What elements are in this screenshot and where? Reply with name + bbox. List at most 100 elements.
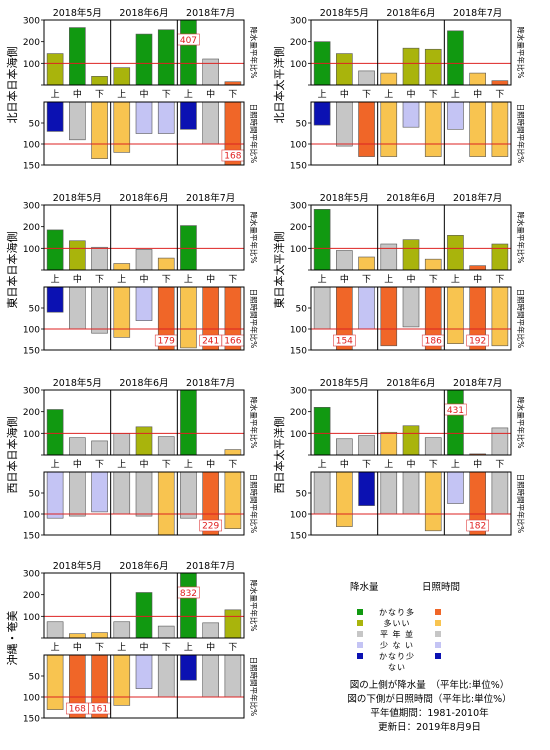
precip-axis-label: 降水量平年比% bbox=[516, 211, 526, 263]
precip-bar bbox=[180, 389, 197, 456]
month-label: 2018年7月 bbox=[453, 377, 502, 389]
sun-value-box bbox=[466, 334, 489, 347]
sun-tick-label: 150 bbox=[23, 162, 40, 172]
month-label: 2018年5月 bbox=[53, 560, 102, 572]
precip-bar bbox=[113, 263, 131, 271]
sun-bar bbox=[380, 471, 398, 515]
sun-bar bbox=[313, 286, 331, 330]
sun-bar bbox=[69, 286, 86, 330]
month-label: 2018年5月 bbox=[320, 7, 369, 19]
category-label: 上 bbox=[451, 459, 460, 470]
category-label: 中 bbox=[340, 88, 349, 100]
sun-bar bbox=[46, 286, 64, 313]
sun-bar bbox=[91, 286, 108, 334]
month-label: 2018年7月 bbox=[186, 192, 235, 204]
sun-bar bbox=[447, 471, 464, 504]
category-label: 中 bbox=[73, 458, 82, 470]
sun-bar bbox=[113, 654, 131, 706]
precip-tick-label: 100 bbox=[23, 613, 40, 623]
precip-bar bbox=[157, 257, 175, 271]
sun-value-label: 186 bbox=[425, 337, 442, 347]
precip-bar bbox=[336, 438, 353, 456]
sun-axis-label: 日照時間平年比% bbox=[516, 289, 526, 349]
sun-frame bbox=[43, 286, 245, 351]
precip-bar bbox=[113, 433, 131, 456]
sun-tick-label: 100 bbox=[23, 511, 40, 521]
month-label: 2018年7月 bbox=[186, 560, 235, 572]
sun-tick-label: 150 bbox=[23, 347, 40, 357]
month-label: 2018年5月 bbox=[53, 192, 102, 204]
precip-value-label: 431 bbox=[447, 406, 464, 416]
sun-axis-label: 日照時間平年比% bbox=[249, 104, 259, 164]
precip-bar bbox=[157, 436, 175, 456]
sun-frame bbox=[310, 471, 512, 536]
sun-bar bbox=[313, 101, 331, 126]
sun-axis-label: 日照時間平年比% bbox=[249, 657, 259, 717]
sun-bar bbox=[336, 101, 353, 147]
precip-tick-label: 200 bbox=[23, 591, 40, 601]
precip-bar bbox=[358, 256, 375, 271]
category-label: 上 bbox=[51, 459, 60, 470]
precip-tick-label: 200 bbox=[290, 223, 307, 233]
sun-bar bbox=[336, 471, 353, 527]
month-label: 2018年5月 bbox=[320, 192, 369, 204]
sun-tick-label: 100 bbox=[290, 141, 307, 151]
sun-bar bbox=[313, 471, 331, 515]
region-label: 東日本日本海側 bbox=[5, 232, 19, 309]
category-label: 中 bbox=[73, 641, 82, 653]
precip-bar bbox=[402, 425, 420, 456]
precip-bar bbox=[424, 48, 442, 86]
precip-axis-label: 降水量平年比% bbox=[249, 211, 259, 263]
precip-bar bbox=[46, 409, 64, 456]
legend-rain-header: 降水量 bbox=[350, 582, 379, 593]
precip-bar bbox=[469, 265, 486, 271]
month-label: 2018年6月 bbox=[386, 377, 435, 389]
category-label: 下 bbox=[162, 460, 171, 470]
category-label: 下 bbox=[228, 643, 237, 653]
sun-bar bbox=[46, 654, 64, 710]
region-label: 北日本日本海側 bbox=[5, 47, 19, 124]
precip-bar bbox=[447, 30, 464, 86]
sun-bar bbox=[69, 471, 86, 517]
precip-tick-label: 300 bbox=[290, 17, 307, 27]
category-label: 下 bbox=[429, 275, 438, 285]
legend-sun-swatch bbox=[435, 642, 441, 648]
sun-bar bbox=[180, 654, 197, 681]
precip-tick-label: 300 bbox=[23, 202, 40, 212]
sun-bar bbox=[358, 471, 375, 506]
category-label: 下 bbox=[95, 275, 104, 285]
category-label: 下 bbox=[429, 460, 438, 470]
sun-bar bbox=[380, 286, 398, 347]
precip-bar bbox=[157, 29, 175, 86]
category-label: 中 bbox=[139, 458, 148, 470]
precip-tick-label: 200 bbox=[290, 408, 307, 418]
sun-bar bbox=[447, 101, 464, 130]
category-label: 上 bbox=[318, 274, 327, 285]
sun-value-label: 161 bbox=[91, 705, 108, 715]
sun-bar bbox=[447, 286, 464, 345]
legend-note-period: 平年値期間：1981-2010年 bbox=[370, 708, 489, 719]
precip-tick-label: 200 bbox=[290, 38, 307, 48]
sun-value-label: 166 bbox=[224, 337, 241, 347]
precip-tick-label: 100 bbox=[290, 60, 307, 70]
category-label: 中 bbox=[73, 273, 82, 285]
legend-note-precip: 図の上側が降水量 （平年比:単位%） bbox=[349, 680, 510, 691]
precip-frame bbox=[43, 572, 245, 639]
category-label: 下 bbox=[362, 460, 371, 470]
precip-value-label: 832 bbox=[180, 589, 197, 599]
sun-bar bbox=[402, 101, 420, 128]
legend-row-label: かなり少ない bbox=[379, 652, 415, 672]
sun-bar bbox=[224, 471, 242, 530]
precip-frame bbox=[43, 389, 245, 456]
sun-tick-label: 50 bbox=[296, 120, 308, 130]
category-label: 中 bbox=[473, 88, 482, 100]
precip-bar bbox=[402, 239, 420, 271]
precip-axis-label: 降水量平年比% bbox=[516, 26, 526, 78]
sun-value-label: 182 bbox=[469, 522, 486, 532]
category-label: 上 bbox=[384, 89, 393, 100]
sun-bar bbox=[135, 286, 153, 321]
sun-bar bbox=[113, 101, 131, 153]
precip-bar bbox=[491, 427, 509, 456]
sun-value-label: 179 bbox=[158, 337, 175, 347]
